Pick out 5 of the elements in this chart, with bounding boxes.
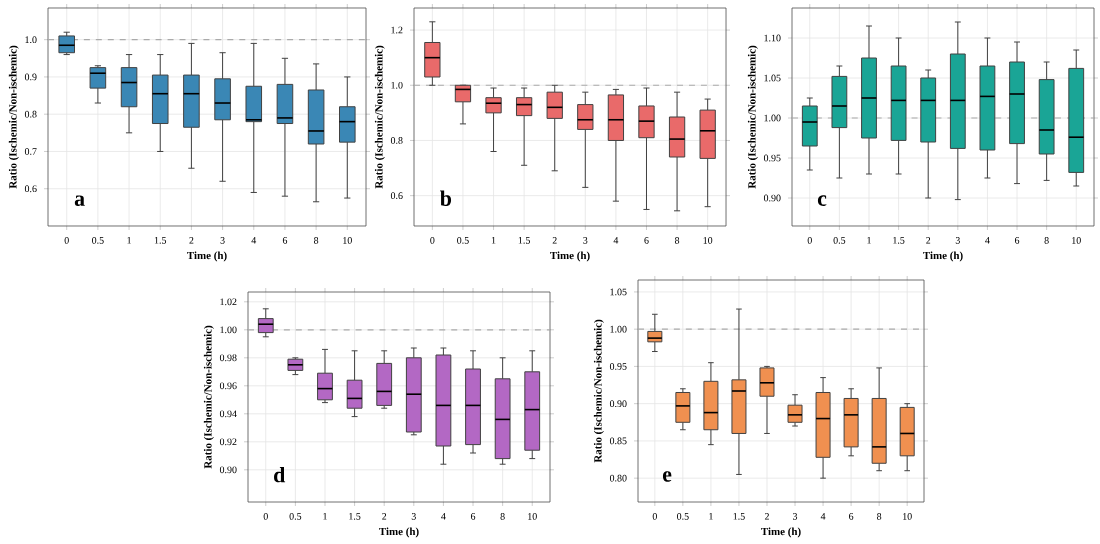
annotation: d xyxy=(274,466,286,483)
annotation: e xyxy=(662,471,672,482)
annotation: c xyxy=(817,195,827,206)
annotation: a xyxy=(74,195,85,206)
annotation: b xyxy=(440,190,452,206)
